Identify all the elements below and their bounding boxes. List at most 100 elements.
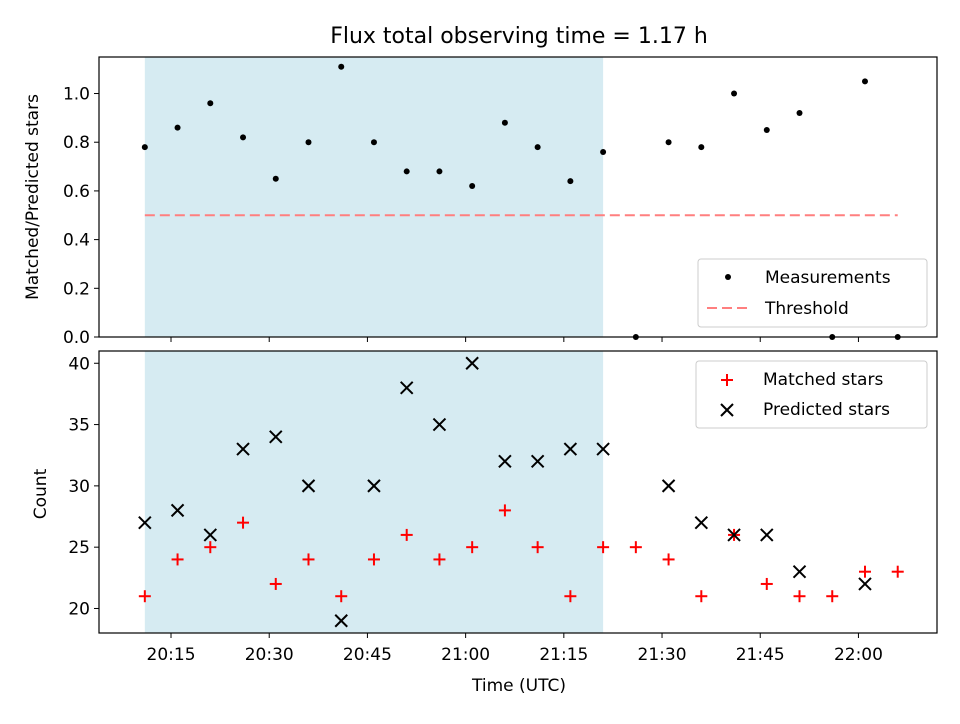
matched-stars-point	[597, 541, 610, 554]
matched-stars-point	[204, 541, 217, 554]
legend-threshold-label: Threshold	[764, 299, 849, 319]
bottom-panel: 20 25 30 35 40 20:15 20:30 20:45 21:00 21:15 21:3…	[31, 350, 938, 696]
matched-stars-point	[760, 577, 773, 590]
matched-stars-point	[629, 541, 642, 554]
matched-stars-point	[302, 553, 315, 566]
measurement-point	[272, 175, 279, 182]
bottom-legend: Matched stars Predicted stars	[695, 360, 928, 429]
matched-stars-point	[269, 577, 282, 590]
x-axis-label: Time (UTC)	[471, 676, 566, 696]
y-tick-label: 1.0	[63, 85, 90, 105]
matched-stars-point	[400, 528, 413, 541]
x-tick-label: 22:00	[834, 645, 883, 665]
measurement-point	[796, 110, 803, 116]
predicted-stars-point	[694, 515, 709, 530]
matched-stars-point	[858, 565, 871, 578]
predicted-stars-point	[170, 503, 185, 518]
matched-stars-point	[891, 565, 904, 578]
predicted-stars-point	[236, 442, 250, 456]
y-tick-label: 40	[68, 354, 90, 374]
y-tick-label: 0.0	[63, 328, 90, 348]
matched-stars-point	[531, 541, 544, 554]
legend-predicted-label: Predicted stars	[763, 400, 890, 420]
legend-measurements-marker	[725, 274, 731, 280]
bottom-y-axis-ticks: 20 25 30 35 40	[68, 354, 99, 619]
measurement-point	[305, 139, 312, 146]
predicted-stars-point	[498, 454, 512, 469]
measurement-point	[141, 144, 148, 151]
matched-stars-point	[138, 590, 151, 603]
legend-matched-label: Matched stars	[763, 370, 883, 390]
matched-stars-point	[498, 504, 511, 517]
y-tick-label: 35	[68, 416, 90, 436]
predicted-stars-point	[334, 614, 348, 628]
predicted-stars-point	[727, 528, 741, 542]
y-tick-label: 0.2	[63, 279, 90, 299]
matched-stars-point	[466, 541, 479, 554]
matched-stars-point	[367, 553, 380, 566]
predicted-stars-point	[432, 417, 447, 432]
predicted-stars-point	[465, 356, 479, 370]
measurement-point	[436, 168, 443, 175]
matched-stars-point	[793, 590, 806, 603]
matched-stars-point	[237, 516, 250, 529]
matched-stars-point	[662, 553, 675, 566]
top-x-axis-ticks	[170, 337, 859, 342]
measurement-point	[665, 139, 672, 146]
measurement-point	[567, 178, 574, 185]
x-tick-label: 21:15	[539, 645, 588, 665]
measurement-point	[763, 127, 770, 134]
top-y-axis-label: Matched/Predicted stars	[23, 94, 43, 300]
bottom-plot-marks	[138, 356, 904, 628]
predicted-stars-point	[367, 479, 381, 493]
y-tick-label: 25	[68, 538, 90, 558]
bottom-plot-frame	[98, 350, 938, 634]
measurement-point	[534, 144, 541, 151]
y-tick-label: 30	[68, 477, 90, 497]
y-tick-label: 20	[68, 599, 90, 619]
matched-stars-point	[171, 553, 184, 566]
predicted-stars-point	[269, 430, 283, 444]
measurement-point	[240, 134, 247, 141]
bottom-shaded-region	[144, 351, 604, 633]
predicted-stars-point	[530, 454, 545, 469]
x-tick-label: 21:00	[441, 645, 490, 665]
measurement-point	[403, 168, 410, 175]
predicted-stars-point	[301, 479, 316, 493]
predicted-stars-point	[792, 564, 807, 579]
measurement-point	[338, 63, 345, 70]
measurement-point	[731, 90, 738, 97]
shaded-span	[144, 351, 604, 633]
legend-matched-marker	[721, 374, 733, 386]
top-shaded-region	[144, 57, 604, 337]
x-tick-label: 21:45	[736, 645, 785, 665]
top-panel: 0.0 0.2 0.4 0.6 0.8 1.0 Matched/Predicted sta…	[23, 56, 938, 348]
matched-stars-point	[433, 553, 446, 566]
top-legend: Measurements Threshold	[697, 258, 928, 328]
predicted-stars-point	[661, 479, 676, 493]
x-tick-label: 20:45	[343, 645, 392, 665]
shaded-span	[144, 57, 604, 337]
bottom-legend-box	[695, 360, 928, 429]
legend-predicted-marker	[720, 403, 734, 417]
predicted-stars-point	[399, 381, 414, 395]
y-tick-label: 0.6	[63, 182, 90, 202]
measurement-point	[469, 183, 476, 190]
measurement-point	[861, 78, 868, 85]
top-y-axis-ticks: 0.0 0.2 0.4 0.6 0.8 1.0	[63, 85, 99, 348]
top-legend-box	[697, 258, 928, 328]
predicted-stars-point	[138, 515, 152, 530]
chart-title: Flux total observing time = 1.17 h	[330, 24, 708, 49]
y-tick-label: 0.8	[63, 133, 90, 153]
top-plot-frame	[98, 56, 938, 338]
y-tick-label: 0.4	[63, 231, 90, 251]
matched-stars-point	[695, 590, 708, 603]
predicted-stars-point	[596, 442, 610, 456]
measurement-point	[501, 119, 508, 126]
legend-measurements-label: Measurements	[765, 268, 891, 288]
measurement-point	[600, 148, 607, 155]
matched-stars-point	[564, 590, 577, 603]
predicted-stars-point	[203, 528, 218, 542]
predicted-stars-point	[760, 528, 774, 542]
